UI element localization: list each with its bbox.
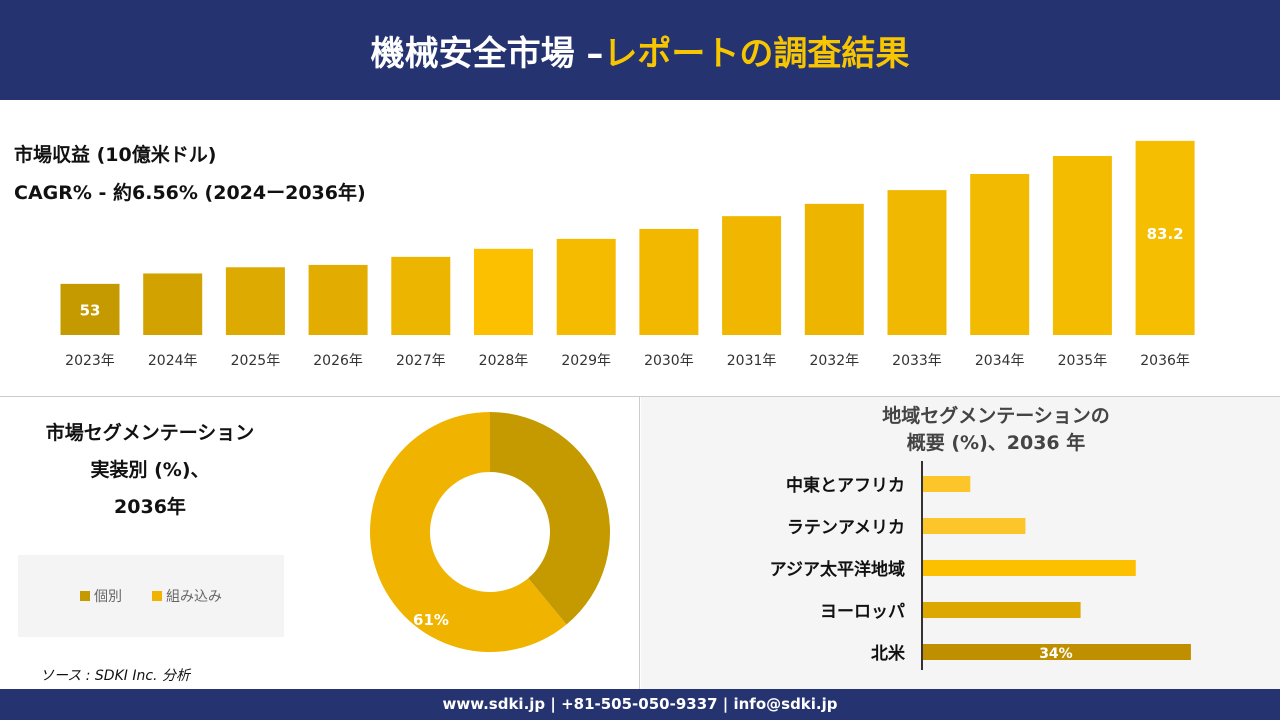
region-bar [923,518,1026,534]
x-tick-label: 2035年 [1058,353,1108,369]
legend-label: 個別 [94,589,122,605]
x-tick-label: 2024年 [148,353,198,369]
region-label: 中東とアフリカ [786,475,905,496]
revenue-bar-chart: 2023年 53 2024年 2025年 2026年 2027年 2028年 2029年 203… [60,140,1195,369]
x-tick-label: 2023年 [65,353,115,369]
revenue-bar [722,216,782,335]
revenue-bar [391,256,451,335]
revenue-bar [1135,140,1195,335]
region-title-2: 概要 (%)、2036 年 [906,432,1086,454]
region-label: ヨーロッパ [820,602,905,622]
legend-swatch [152,591,162,601]
legend-item-individual: 個別 [80,586,122,606]
revenue-bar [970,174,1030,335]
data-label: 53 [80,301,101,319]
region-bar [923,560,1136,576]
revenue-bar [225,267,285,335]
title-highlight: レポートの調査結果 [603,33,910,74]
revenue-panel: 市場収益 (10億米ドル) CAGR% - 約6.56% (2024ー2036年… [0,100,1280,397]
region-label: ラテンアメリカ [787,518,905,538]
revenue-bar [308,264,368,335]
x-tick-label: 2027年 [396,353,446,369]
legend-swatch [80,591,90,601]
implementation-panel: 市場セグメンテーション 実装別 (%)、 2036年 個別 組み込み ソース :… [0,397,640,689]
region-title: 地域セグメンテーションの 概要 (%)、2036 年 [771,403,1221,457]
revenue-bar [556,238,616,335]
region-title-1: 地域セグメンテーションの [882,405,1110,427]
cagr-label: CAGR% - 約6.56% (2024ー2036年) [14,182,366,204]
data-label: 83.2 [1147,225,1184,243]
region-data-label: 34% [1039,646,1073,662]
region-bar [923,602,1081,618]
seg-title-3: 2036年 [114,496,186,518]
seg-title-2: 実装別 (%)、 [90,459,210,481]
region-panel: 地域セグメンテーションの 概要 (%)、2036 年 中東とアフリカ ラテンアメリ… [641,397,1280,689]
donut-legend: 個別 組み込み [18,555,284,637]
header-banner: 機械安全市場 – レポートの調査結果 [0,0,1280,100]
x-tick-label: 2028年 [479,353,529,369]
donut-data-label: 61% [413,611,449,629]
x-tick-label: 2026年 [313,353,363,369]
donut-slice [370,412,567,652]
region-label: 北米 [871,643,906,664]
revenue-bar [804,203,864,335]
revenue-label: 市場収益 (10億米ドル) [14,144,217,166]
x-tick-label: 2030年 [644,353,694,369]
region-bar [923,476,971,492]
x-tick-label: 2029年 [561,353,611,369]
x-tick-label: 2032年 [809,353,859,369]
seg-title-1: 市場セグメンテーション [45,422,255,444]
revenue-bar [887,190,947,335]
title-main: 機械安全市場 – [370,33,604,74]
x-tick-label: 2034年 [975,353,1025,369]
source-note: ソース : SDKI Inc. 分析 [40,668,190,684]
x-tick-label: 2033年 [892,353,942,369]
legend-label: 組み込み [166,589,222,605]
footer-contact: www.sdki.jp | +81-505-050-9337 | info@sd… [0,689,1280,720]
revenue-bar [474,248,533,335]
x-tick-label: 2036年 [1140,353,1190,369]
revenue-bar [143,273,203,335]
x-tick-label: 2025年 [231,353,281,369]
donut-slice [490,412,611,625]
revenue-bar [60,283,120,335]
region-label: アジア太平洋地域 [770,559,905,580]
legend-item-embedded: 組み込み [152,586,222,606]
region-bar [923,644,1191,660]
revenue-bar [639,228,699,335]
revenue-bar [1052,156,1112,335]
x-tick-label: 2031年 [727,353,777,369]
